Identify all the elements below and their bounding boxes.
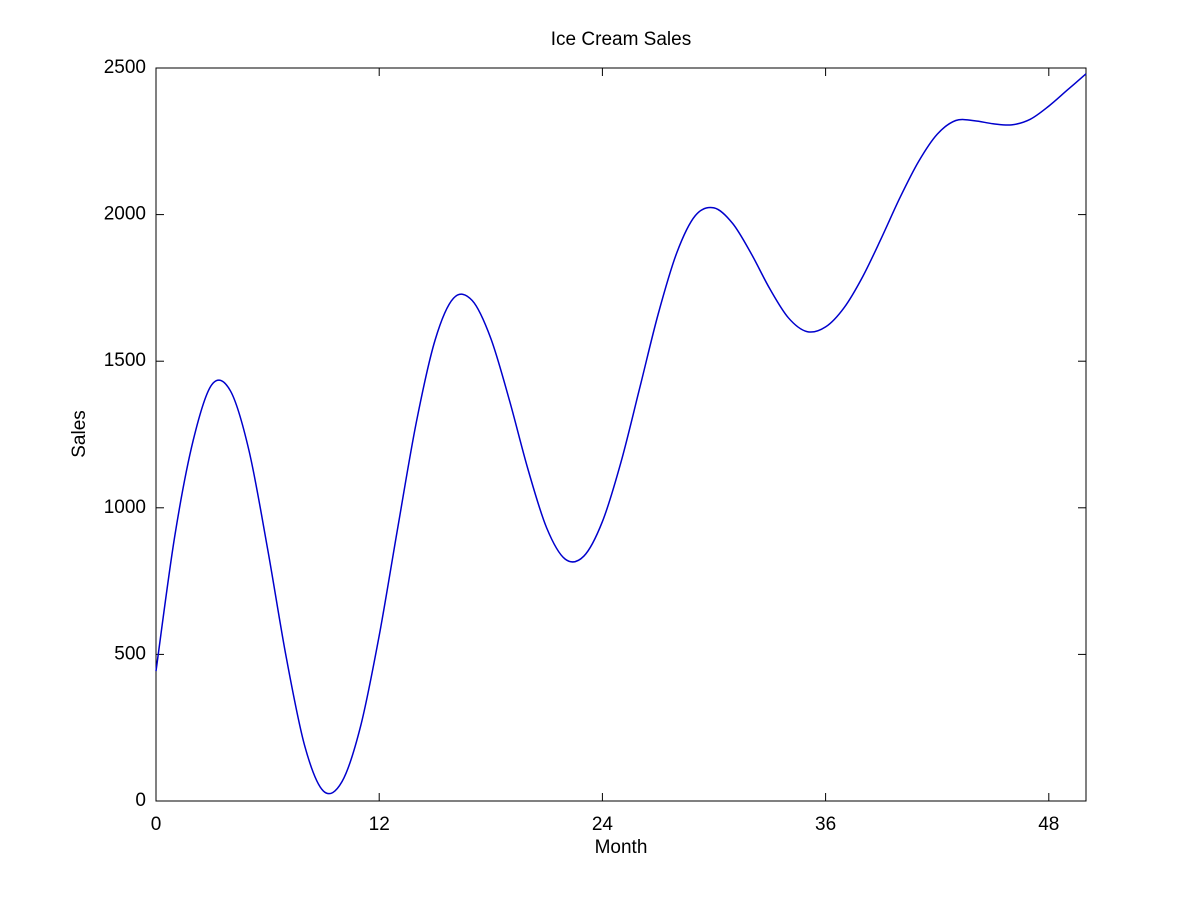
data-line: [155, 73, 1087, 795]
y-tick-label: 1500: [104, 350, 146, 371]
y-tick-label: 2000: [104, 204, 146, 225]
y-tick-label: 0: [135, 790, 146, 811]
x-axis-label: Month: [595, 837, 648, 858]
x-tick-label: 12: [369, 814, 390, 835]
y-tick-label: 500: [114, 643, 146, 664]
chart-title: Ice Cream Sales: [551, 29, 691, 50]
x-tick-label: 36: [815, 814, 836, 835]
x-tick-label: 24: [592, 814, 614, 835]
y-tick-label: 1000: [104, 497, 146, 518]
y-axis-label: Sales: [69, 410, 90, 458]
x-tick-label: 0: [151, 814, 162, 835]
plot-frame: [155, 67, 1087, 802]
x-tick-label: 48: [1038, 814, 1059, 835]
y-tick-label: 2500: [104, 57, 146, 78]
